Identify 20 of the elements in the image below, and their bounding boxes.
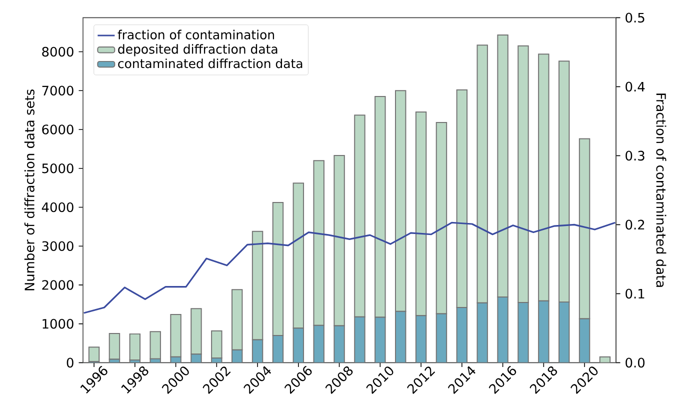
y2-tick-label: 0.0 xyxy=(626,358,645,368)
y2-tick-label: 0.5 xyxy=(626,12,644,23)
y2-tick-label: 0.3 xyxy=(626,150,644,161)
y-tick-label: 5000 xyxy=(42,163,74,174)
legend-label: fraction of contamination xyxy=(118,30,274,40)
y-tick-label: 1000 xyxy=(42,318,74,329)
legend-label: deposited diffraction data xyxy=(118,44,278,56)
y-tick-label: 3000 xyxy=(42,241,74,251)
y-tick-label: 7000 xyxy=(42,86,74,96)
y2-axis-title: Fraction of contaminated data xyxy=(656,94,666,287)
y-tick-label: 4000 xyxy=(42,202,74,212)
y-tick-label: 6000 xyxy=(42,124,74,134)
y-axis-title: Number of diffraction data sets xyxy=(24,90,34,290)
y-tick-label: 2000 xyxy=(42,280,74,290)
y2-tick-label: 0.2 xyxy=(626,220,644,230)
y-tick-label: 8000 xyxy=(42,46,74,57)
y2-tick-label: 0.1 xyxy=(626,288,644,299)
legend-label: contaminated diffraction data xyxy=(118,58,302,68)
y-tick-label: 0 xyxy=(66,358,74,368)
y2-tick-label: 0.4 xyxy=(626,82,645,92)
